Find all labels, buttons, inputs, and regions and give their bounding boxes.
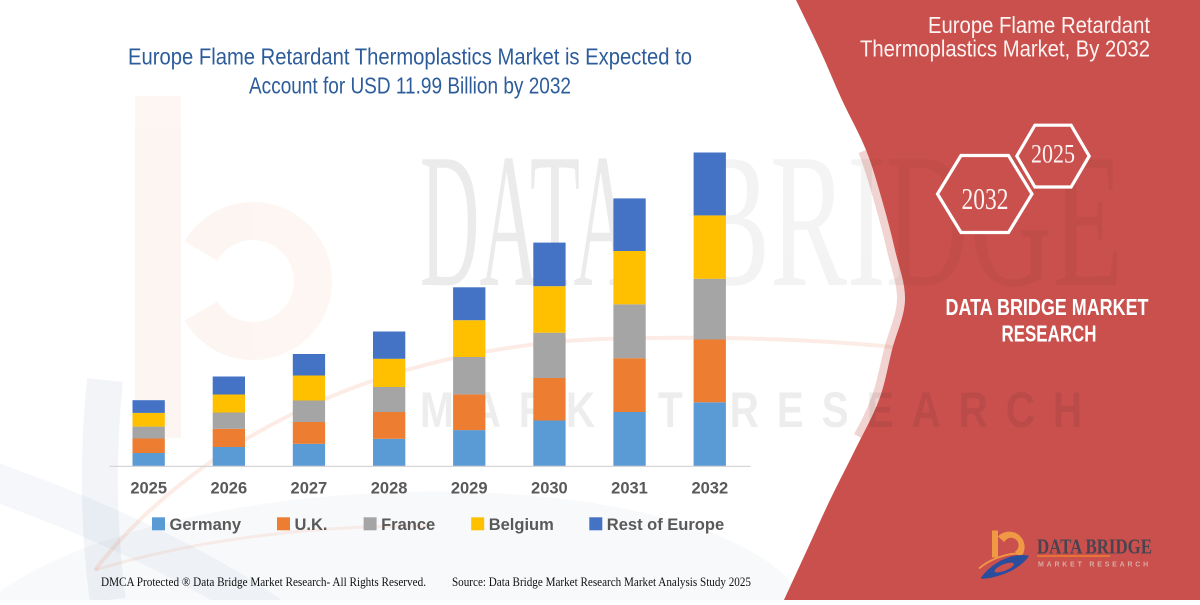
- svg-text:MARKET RESEARCH: MARKET RESEARCH: [420, 382, 1100, 438]
- svg-text:2029: 2029: [451, 480, 488, 498]
- svg-text:Europe Flame Retardant: Europe Flame Retardant: [928, 12, 1150, 38]
- svg-text:Source: Data Bridge Market Res: Source: Data Bridge Market Research Mark…: [452, 574, 751, 589]
- svg-text:2032: 2032: [962, 181, 1009, 216]
- svg-text:Account for USD 11.99 Billion: Account for USD 11.99 Billion by 2032: [249, 73, 571, 99]
- svg-text:Belgium: Belgium: [489, 516, 554, 534]
- svg-text:France: France: [381, 516, 435, 534]
- svg-text:U.K.: U.K.: [295, 516, 328, 534]
- svg-text:Thermoplastics Market, By 2032: Thermoplastics Market, By 2032: [860, 36, 1150, 62]
- svg-text:Europe Flame Retardant Thermop: Europe Flame Retardant Thermoplastics Ma…: [128, 44, 692, 70]
- svg-text:DATA BRIDGE MARKET: DATA BRIDGE MARKET: [946, 294, 1149, 320]
- svg-text:2025: 2025: [130, 480, 167, 498]
- svg-text:DATA: DATA: [420, 114, 633, 327]
- svg-text:DMCA Protected ® Data Bridge M: DMCA Protected ® Data Bridge Market Rese…: [101, 574, 426, 589]
- svg-text:2025: 2025: [1031, 140, 1075, 169]
- svg-text:2032: 2032: [691, 480, 728, 498]
- svg-text:Germany: Germany: [170, 516, 242, 534]
- svg-text:2031: 2031: [611, 480, 648, 498]
- svg-text:2028: 2028: [371, 480, 408, 498]
- svg-text:2030: 2030: [531, 480, 568, 498]
- svg-text:Rest of Europe: Rest of Europe: [607, 516, 724, 534]
- svg-text:DATA BRIDGE: DATA BRIDGE: [1037, 535, 1152, 559]
- svg-text:2027: 2027: [291, 480, 328, 498]
- svg-text:RESEARCH: RESEARCH: [1002, 321, 1097, 347]
- svg-text:MARKET RESEARCH: MARKET RESEARCH: [1038, 560, 1151, 569]
- svg-text:2026: 2026: [210, 480, 247, 498]
